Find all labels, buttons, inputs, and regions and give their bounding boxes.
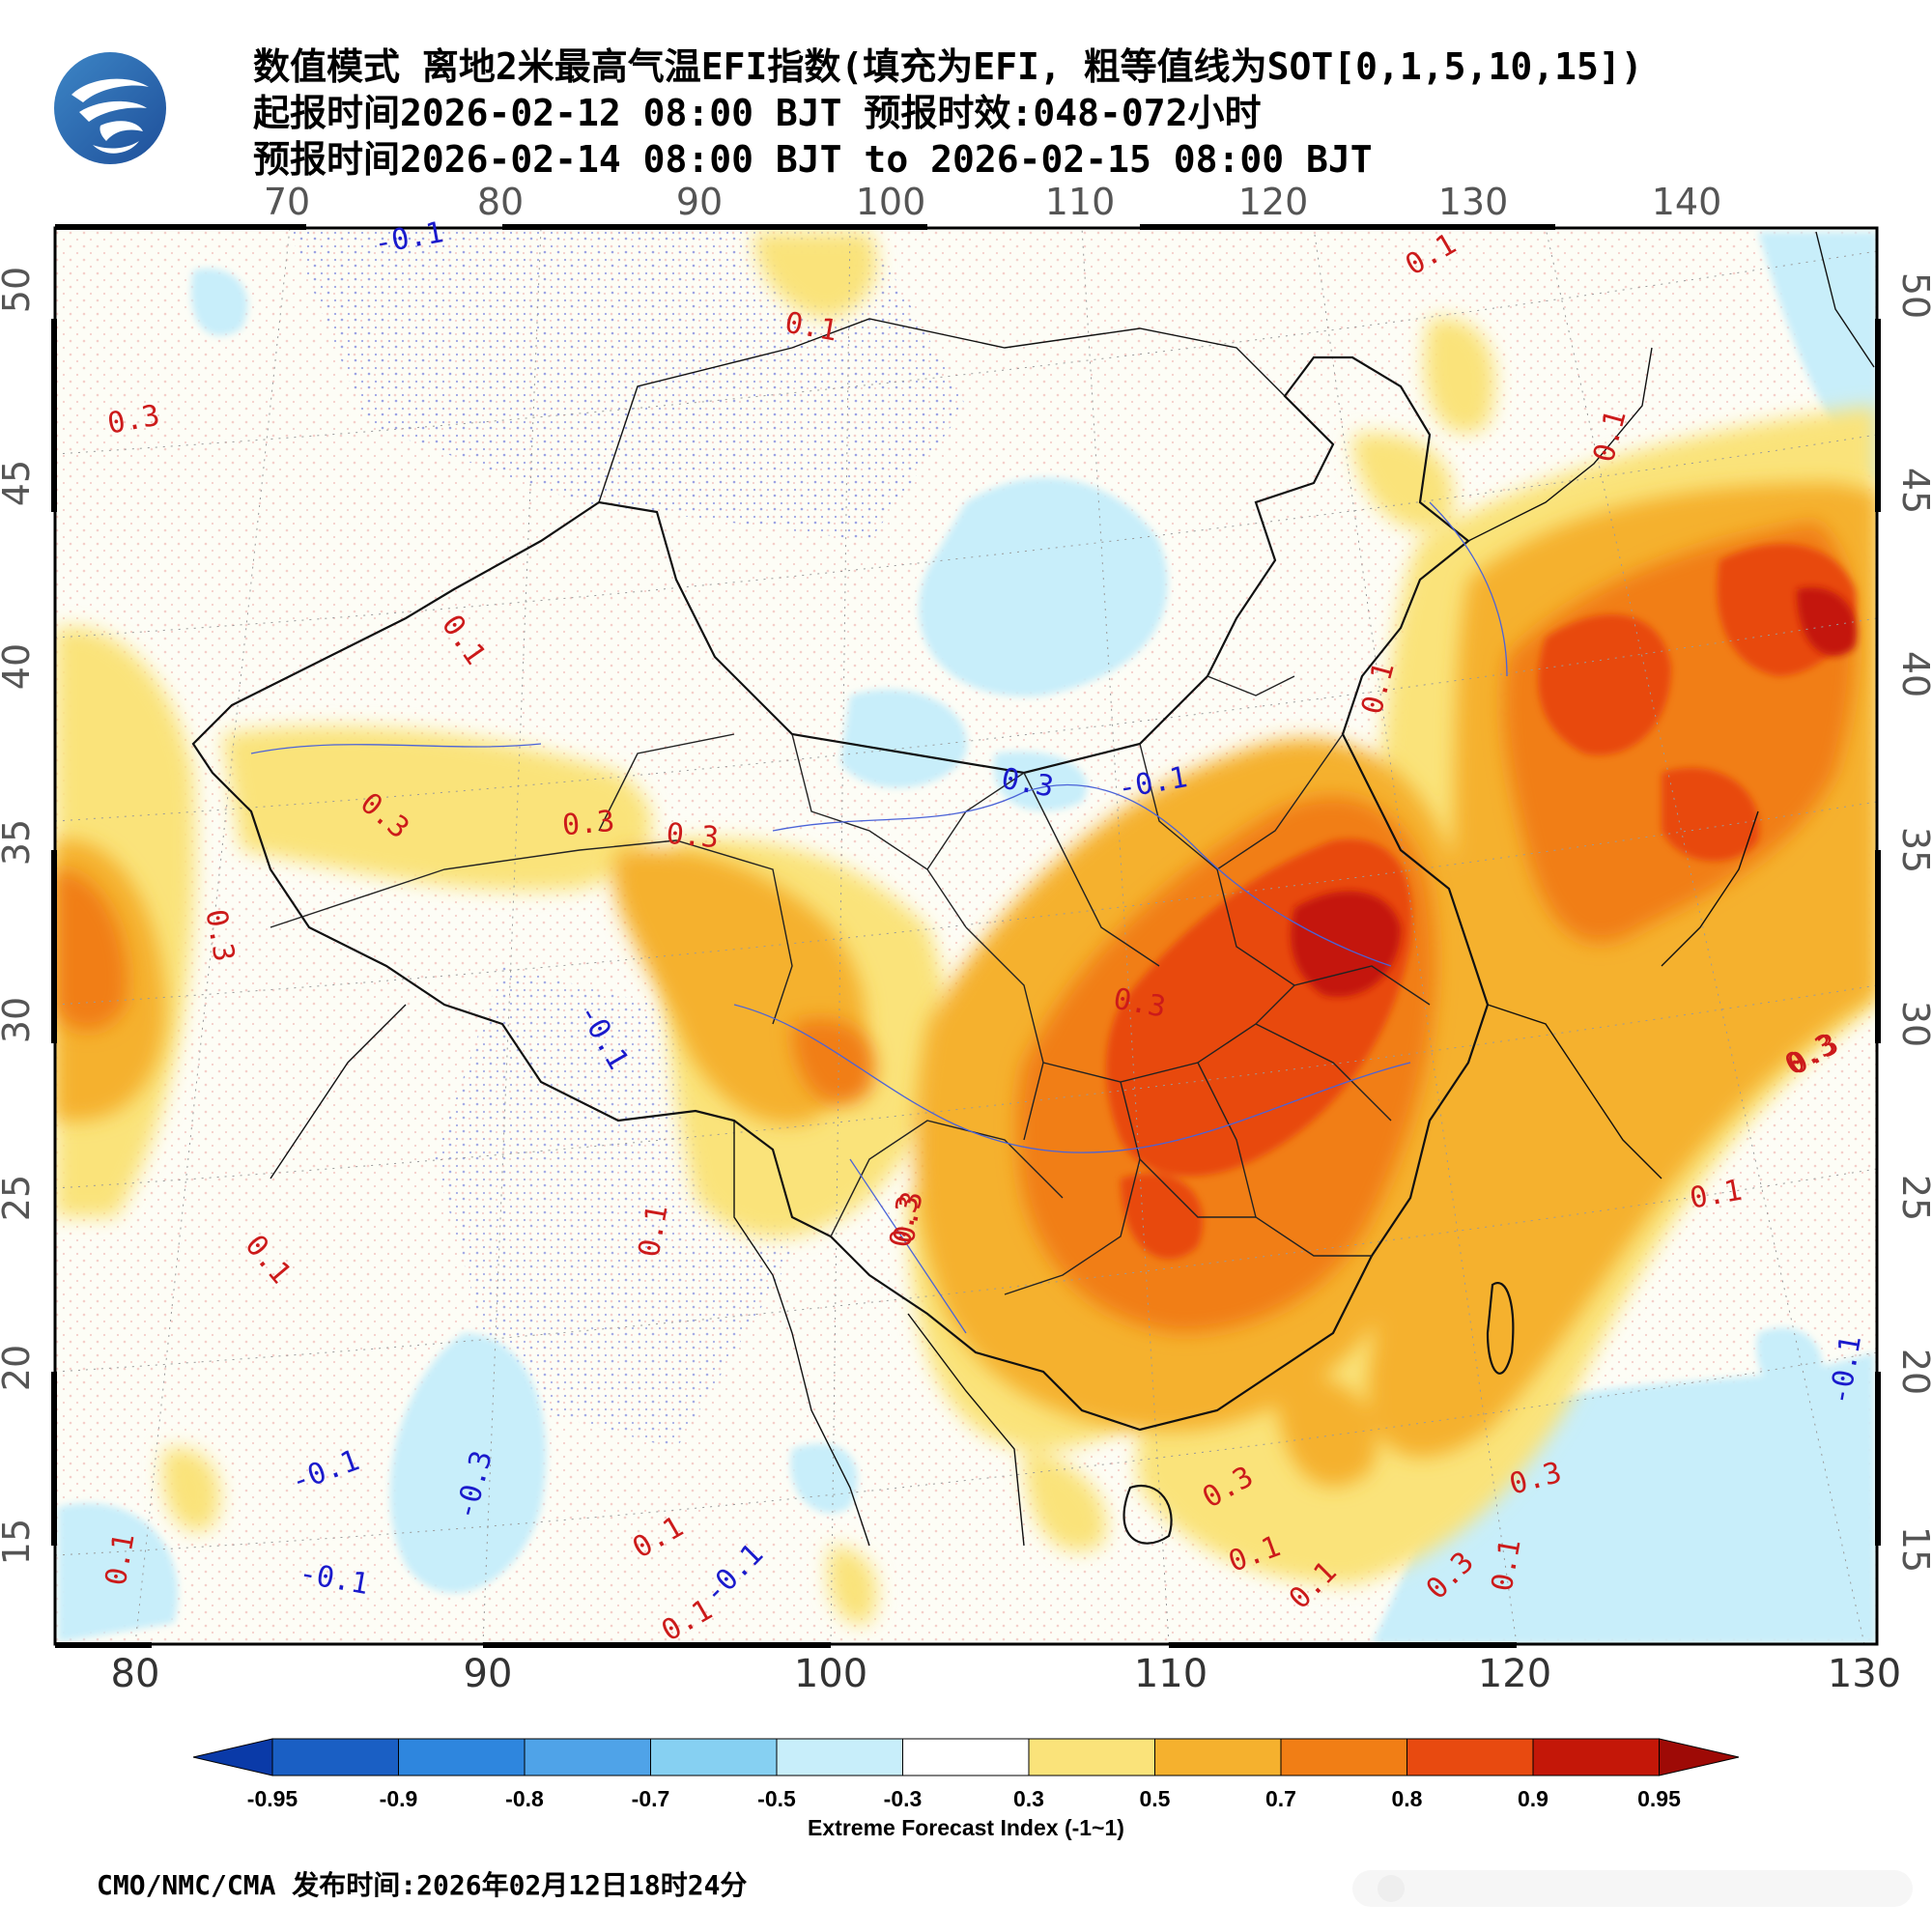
- top-longitude-label: 80: [477, 181, 524, 223]
- graticule: [55, 228, 1877, 1644]
- bottom-longitude-label: 120: [1478, 1652, 1551, 1696]
- colorbar-segment: [271, 1738, 399, 1776]
- bottom-longitude-label: 90: [464, 1652, 513, 1696]
- frame-ticks: [51, 224, 1881, 1648]
- right-latitude-label: 20: [1894, 1349, 1932, 1395]
- colorbar: -0.95 -0.9 -0.8 -0.7 -0.5 -0.3 0.3 0.5 0.7 0.8 0.9…: [192, 1738, 1740, 1811]
- country-borders: [270, 231, 1875, 1547]
- footer-credit: CMO/NMC/CMA 发布时间:2026年02月12日18时24分: [97, 1869, 748, 1901]
- colorbar-label: Extreme Forecast Index (-1~1): [808, 1815, 1124, 1840]
- colorbar-tick-label: -0.95: [247, 1786, 298, 1811]
- bottom-longitude-label: 80: [111, 1652, 160, 1696]
- left-latitude-labels: 50 45 40 35 30 25 20 15: [0, 267, 38, 1565]
- colorbar-segment: [398, 1738, 526, 1776]
- bottom-longitude-label: 130: [1828, 1652, 1901, 1696]
- colorbar-segment: [1406, 1738, 1534, 1776]
- colorbar-high-end: [1659, 1738, 1740, 1776]
- left-latitude-label: 35: [0, 819, 38, 866]
- colorbar-tick-label: -0.3: [884, 1786, 923, 1811]
- left-latitude-label: 40: [0, 643, 38, 690]
- colorbar-segment: [776, 1738, 903, 1776]
- chart-title-line-1: 数值模式 离地2米最高气温EFI指数(填充为EFI, 粗等值线为SOT[0,1,…: [253, 45, 1643, 88]
- colorbar-tick-label: -0.7: [632, 1786, 670, 1811]
- colorbar-tick-label: 0.7: [1265, 1786, 1296, 1811]
- colorbar-tick-label: 0.95: [1637, 1786, 1681, 1811]
- colorbar-tick-label: -0.5: [757, 1786, 796, 1811]
- colorbar-tick-label: 0.8: [1392, 1786, 1423, 1811]
- top-longitude-label: 120: [1238, 181, 1309, 223]
- contour-label: 0.3: [561, 805, 616, 843]
- right-latitude-labels: 50 45 40 35 30 25 20 15: [1894, 272, 1932, 1573]
- colorbar-tick-label: 0.3: [1013, 1786, 1044, 1811]
- left-latitude-label: 15: [0, 1519, 38, 1565]
- left-latitude-label: 45: [0, 460, 38, 506]
- chart-title-line-3: 预报时间2026-02-14 08:00 BJT to 2026-02-15 0…: [253, 138, 1373, 181]
- colorbar-segment: [902, 1738, 1030, 1776]
- right-latitude-label: 45: [1894, 468, 1932, 514]
- bottom-longitude-label: 110: [1134, 1652, 1208, 1696]
- colorbar-segment: [524, 1738, 651, 1776]
- china-border: [191, 355, 1515, 1545]
- right-latitude-label: 30: [1894, 1001, 1932, 1047]
- cma-logo-icon: [54, 52, 166, 164]
- top-longitude-label: 90: [676, 181, 723, 223]
- top-longitude-labels: 70 80 90 100 110 120 130 140: [264, 181, 1721, 223]
- right-latitude-label: 35: [1894, 827, 1932, 873]
- left-latitude-label: 50: [0, 267, 38, 313]
- top-longitude-label: 140: [1652, 181, 1722, 223]
- colorbar-segment: [650, 1738, 778, 1776]
- watermark-logo: [1352, 1870, 1913, 1907]
- colorbar-low-end: [192, 1738, 273, 1776]
- colorbar-segment: [1028, 1738, 1155, 1776]
- bottom-longitude-labels: 80 90 100 110 120 130: [111, 1652, 1902, 1696]
- right-latitude-label: 50: [1894, 272, 1932, 319]
- left-latitude-label: 30: [0, 997, 38, 1043]
- top-longitude-label: 110: [1045, 181, 1116, 223]
- top-longitude-label: 100: [856, 181, 926, 223]
- chart-title-line-2: 起报时间2026-02-12 08:00 BJT 预报时效:048-072小时: [253, 92, 1262, 134]
- right-latitude-label: 25: [1894, 1175, 1932, 1221]
- colorbar-segment: [1532, 1738, 1660, 1776]
- efi-fill-layer: [55, 228, 1877, 1644]
- left-latitude-label: 25: [0, 1175, 38, 1221]
- top-longitude-label: 130: [1438, 181, 1509, 223]
- bottom-longitude-label: 100: [794, 1652, 867, 1696]
- colorbar-tick-label: -0.9: [380, 1786, 418, 1811]
- top-longitude-label: 70: [264, 181, 310, 223]
- rivers: [250, 501, 1508, 1334]
- colorbar-tick-label: -0.8: [505, 1786, 544, 1811]
- right-latitude-label: 15: [1894, 1526, 1932, 1573]
- colorbar-segment: [1154, 1738, 1282, 1776]
- left-latitude-label: 20: [0, 1345, 38, 1391]
- colorbar-tick-label: 0.5: [1140, 1786, 1171, 1811]
- contour-label: 0.3: [665, 817, 720, 856]
- colorbar-tick-label: 0.9: [1518, 1786, 1548, 1811]
- right-latitude-label: 40: [1894, 651, 1932, 697]
- colorbar-segment: [1280, 1738, 1407, 1776]
